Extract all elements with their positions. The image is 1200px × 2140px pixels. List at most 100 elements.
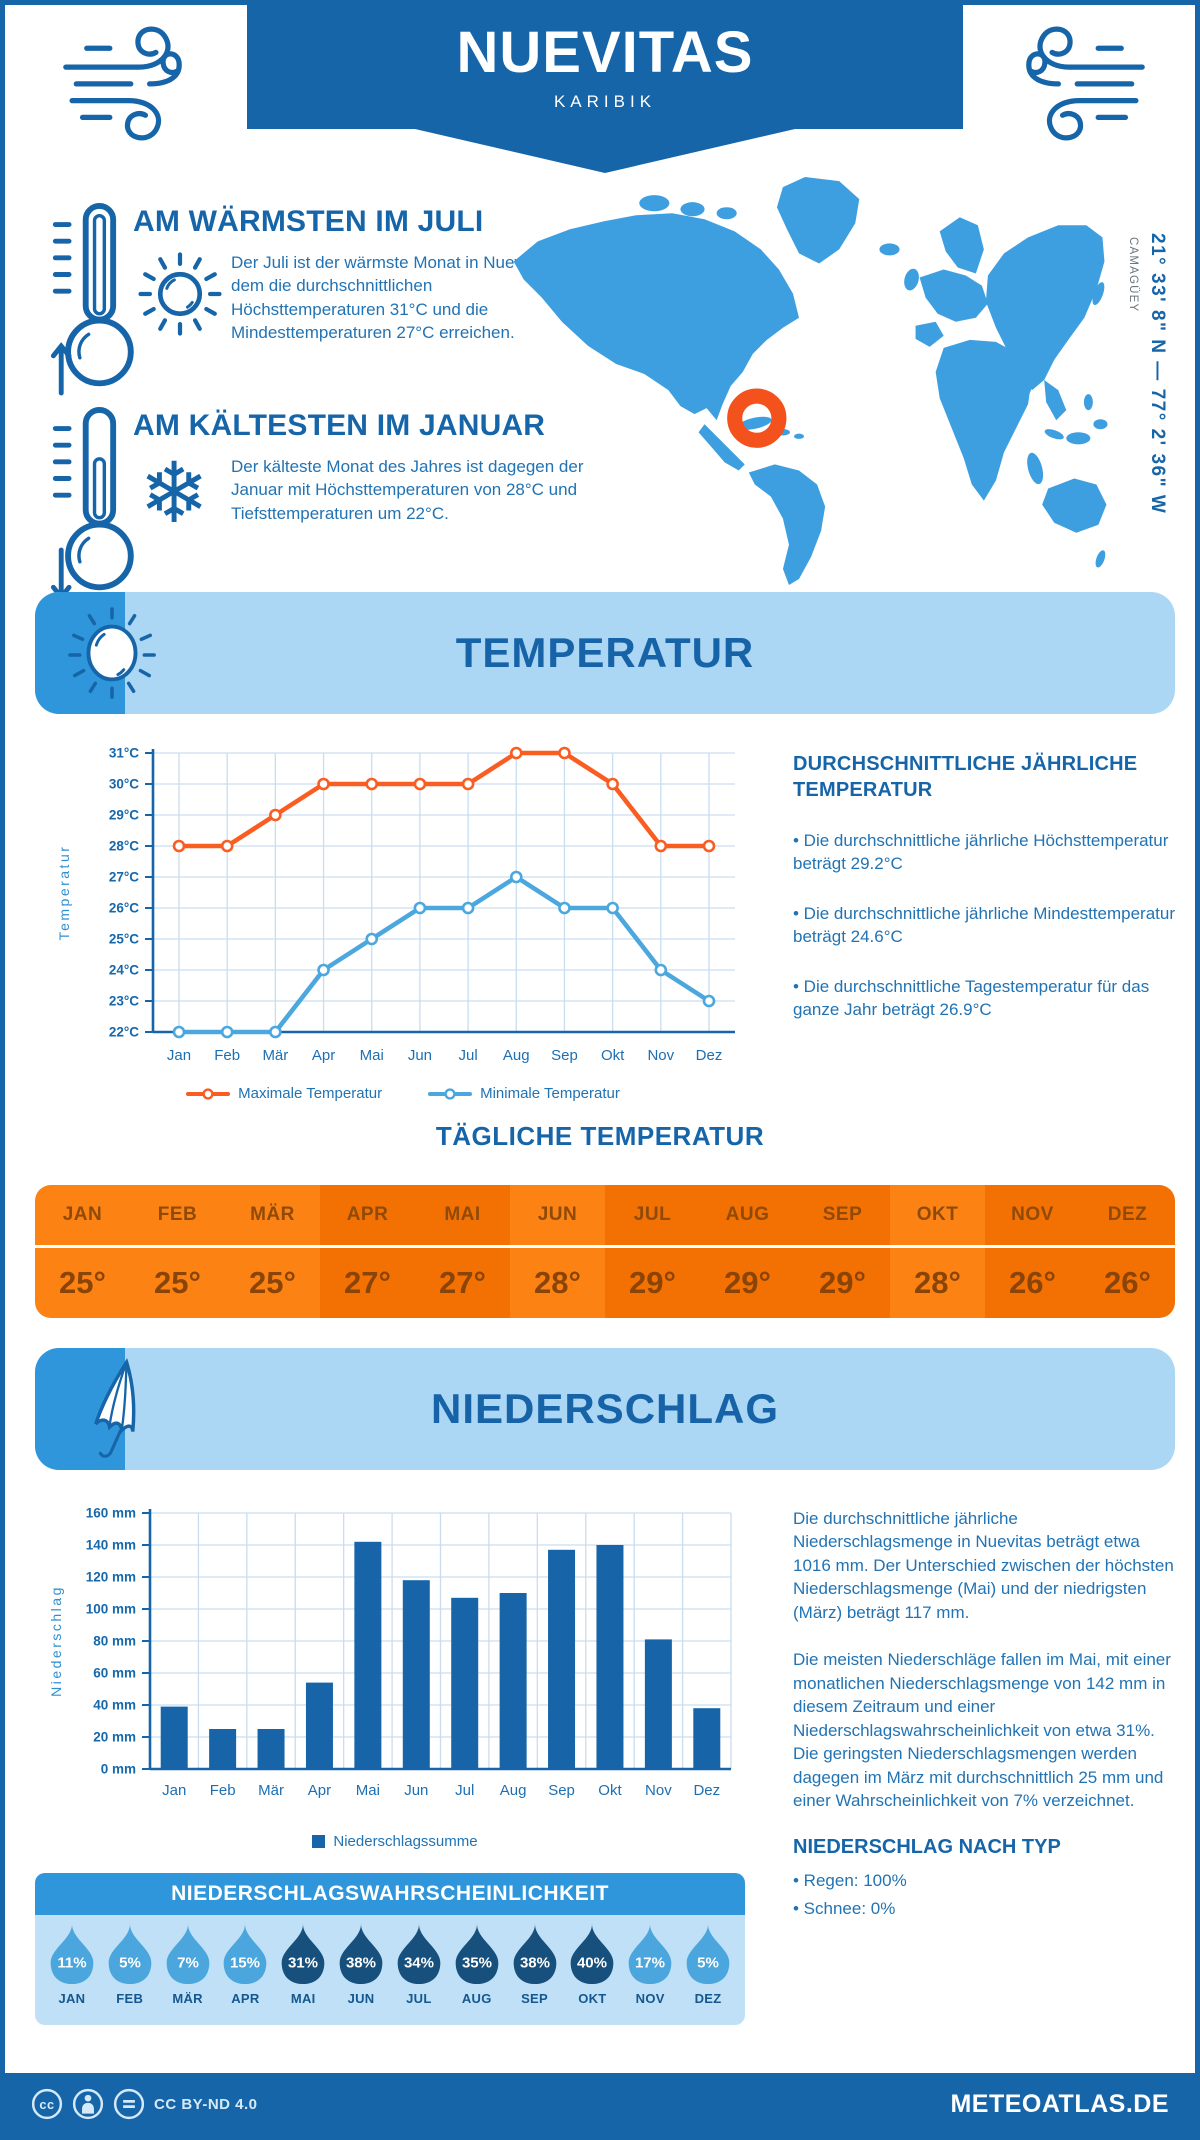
svg-text:Niederschlag: Niederschlag: [48, 1585, 64, 1697]
month-header-cell: JAN: [35, 1185, 130, 1245]
probability-drop: 31% MAI: [274, 1921, 332, 2006]
month-header-cell: JUL: [605, 1185, 700, 1245]
highlight-warm-text: Der Juli ist der wärmste Monat in Nuevit…: [231, 253, 573, 343]
drop-month-label: JUL: [406, 1991, 432, 2006]
svg-text:Jan: Jan: [167, 1047, 191, 1064]
location-marker: [727, 388, 787, 448]
svg-text:Aug: Aug: [503, 1047, 530, 1064]
header-banner: NUEVITAS KARIBIK: [247, 5, 963, 129]
probability-drop: 38% SEP: [506, 1921, 564, 2006]
raindrop-icon: 40%: [571, 1922, 614, 1985]
drop-month-label: SEP: [521, 1991, 548, 2006]
legend-item: Niederschlagssumme: [312, 1833, 478, 1850]
table-value-row: 25° 25° 25° 27° 27° 28° 29° 29° 29° 28° 26° 26°: [35, 1248, 1175, 1318]
temperature-line-chart: 22°C 23°C 24°C 25°C 26°C 27°C 28°C 29°C 30°C 31°C…: [56, 746, 735, 1064]
snowflake-icon: ❄: [139, 444, 210, 542]
avg-temperature-heading: DURCHSCHNITTLICHE JÄHRLICHE TEMPERATUR: [793, 753, 1138, 801]
month-header-cell: JUN: [510, 1185, 605, 1245]
avg-bullet: • Die durchschnittliche Tagestemperatur …: [793, 976, 1150, 1020]
wind-icon: [1026, 26, 1145, 141]
site-name: METEOATLAS.DE: [950, 2089, 1169, 2118]
svg-text:24°C: 24°C: [109, 963, 139, 978]
raindrop-icon: 35%: [455, 1922, 499, 1985]
month-header-cell: AUG: [700, 1185, 795, 1245]
probability-drop: 15% APR: [216, 1921, 274, 2006]
highlight-warm-title: AM WÄRMSTEN IM JULI: [133, 205, 484, 238]
svg-text:Sep: Sep: [548, 1782, 575, 1799]
avg-bullet: • Die durchschnittliche jährliche Mindes…: [793, 903, 1176, 947]
precipitation-paragraph: Die meisten Niederschläge fallen im Mai,…: [793, 1650, 1171, 1810]
precipitation-type-snow: • Schnee: 0%: [793, 1899, 896, 1919]
month-temperature-cell: 25°: [130, 1248, 225, 1318]
month-temperature-cell: 29°: [700, 1248, 795, 1318]
svg-text:160 mm: 160 mm: [86, 1506, 136, 1521]
svg-text:30°C: 30°C: [109, 777, 139, 792]
svg-text:80 mm: 80 mm: [93, 1634, 136, 1649]
world-map: [513, 177, 1108, 585]
svg-text:20 mm: 20 mm: [93, 1730, 136, 1745]
svg-text:38%: 38%: [520, 1955, 550, 1972]
footer-bar: cc CC BY-ND 4.0 METEOATLAS.DE: [5, 2073, 1195, 2135]
svg-text:5%: 5%: [697, 1955, 719, 1972]
month-temperature-cell: 25°: [225, 1248, 320, 1318]
month-header-cell: DEZ: [1080, 1185, 1175, 1245]
svg-text:120 mm: 120 mm: [86, 1570, 136, 1585]
highlight-cold-title: AM KÄLTESTEN IM JANUAR: [133, 409, 546, 442]
precipitation-bar-chart: 0 mm 20 mm 40 mm 60 mm 80 mm 100 mm 120 mm 140 …: [48, 1506, 732, 1799]
svg-text:31%: 31%: [288, 1955, 318, 1972]
svg-text:26°C: 26°C: [109, 901, 139, 916]
svg-text:Jun: Jun: [408, 1047, 432, 1064]
precipitation-section-banner: NIEDERSCHLAG: [35, 1348, 1175, 1470]
drop-month-label: AUG: [461, 1991, 492, 2006]
svg-text:11%: 11%: [57, 1955, 86, 1972]
raindrop-icon: 31%: [281, 1922, 325, 1985]
coordinates-label: 21° 33' 8" N — 77° 2' 36" W: [1147, 233, 1168, 515]
drop-month-label: APR: [231, 1991, 260, 2006]
svg-text:35%: 35%: [462, 1955, 492, 1972]
svg-text:Feb: Feb: [210, 1782, 236, 1799]
month-temperature-cell: 29°: [605, 1248, 700, 1318]
probability-drop: 5% FEB: [101, 1921, 159, 2006]
probability-drops-row: 11% JAN 5% FEB 7% MÄR 15% APR 31% MAI 38% JUN 34% JUL…: [35, 1915, 745, 2006]
raindrop-icon: 5%: [108, 1922, 152, 1985]
avg-temperature-panel: DURCHSCHNITTLICHE JÄHRLICHE TEMPERATUR •…: [793, 751, 1177, 1048]
svg-text:Nov: Nov: [647, 1047, 674, 1064]
drop-month-label: JAN: [58, 1991, 86, 2006]
cc-by-icon: [72, 2088, 104, 2120]
avg-bullet: • Die durchschnittliche jährliche Höchst…: [793, 831, 1169, 874]
svg-text:28°C: 28°C: [109, 839, 139, 854]
svg-text:22°C: 22°C: [109, 1025, 139, 1040]
license-block: cc CC BY-ND 4.0: [31, 2088, 258, 2120]
raindrop-icon: 5%: [686, 1922, 730, 1985]
month-header-cell: MÄR: [225, 1185, 320, 1245]
page-subtitle: KARIBIK: [553, 92, 657, 111]
drop-month-label: JUN: [347, 1991, 375, 2006]
temperature-chart-legend: Maximale Temperatur Minimale Temperatur: [53, 1085, 753, 1102]
svg-text:7%: 7%: [177, 1955, 199, 1972]
raindrop-icon: 15%: [224, 1922, 267, 1985]
drop-month-label: MÄR: [172, 1991, 203, 2006]
month-temperature-cell: 25°: [35, 1248, 130, 1318]
month-header-cell: NOV: [985, 1185, 1080, 1245]
temperature-section-banner: TEMPERATUR: [35, 592, 1175, 714]
precipitation-text-panel: Die durchschnittliche jährliche Niedersc…: [793, 1507, 1177, 1927]
svg-text:Jul: Jul: [455, 1782, 474, 1799]
svg-text:27°C: 27°C: [109, 870, 139, 885]
svg-text:Dez: Dez: [696, 1047, 723, 1064]
page-title: NUEVITAS: [456, 20, 754, 85]
raindrop-icon: 11%: [50, 1922, 94, 1985]
svg-text:Apr: Apr: [312, 1047, 335, 1064]
temperature-section-title: TEMPERATUR: [455, 629, 755, 676]
svg-text:Aug: Aug: [500, 1782, 527, 1799]
precipitation-section-title: NIEDERSCHLAG: [430, 1385, 780, 1432]
probability-drop: 5% DEZ: [679, 1921, 737, 2006]
svg-text:cc: cc: [39, 2097, 54, 2112]
probability-drop: 11% JAN: [43, 1921, 101, 2006]
month-temperature-cell: 27°: [320, 1248, 415, 1318]
license-label: CC BY-ND 4.0: [154, 2095, 258, 2113]
precipitation-type-heading: NIEDERSCHLAG NACH TYP: [793, 1836, 1061, 1859]
svg-text:Sep: Sep: [551, 1047, 578, 1064]
month-temperature-cell: 27°: [415, 1248, 510, 1318]
legend-item: Maximale Temperatur: [186, 1085, 382, 1102]
